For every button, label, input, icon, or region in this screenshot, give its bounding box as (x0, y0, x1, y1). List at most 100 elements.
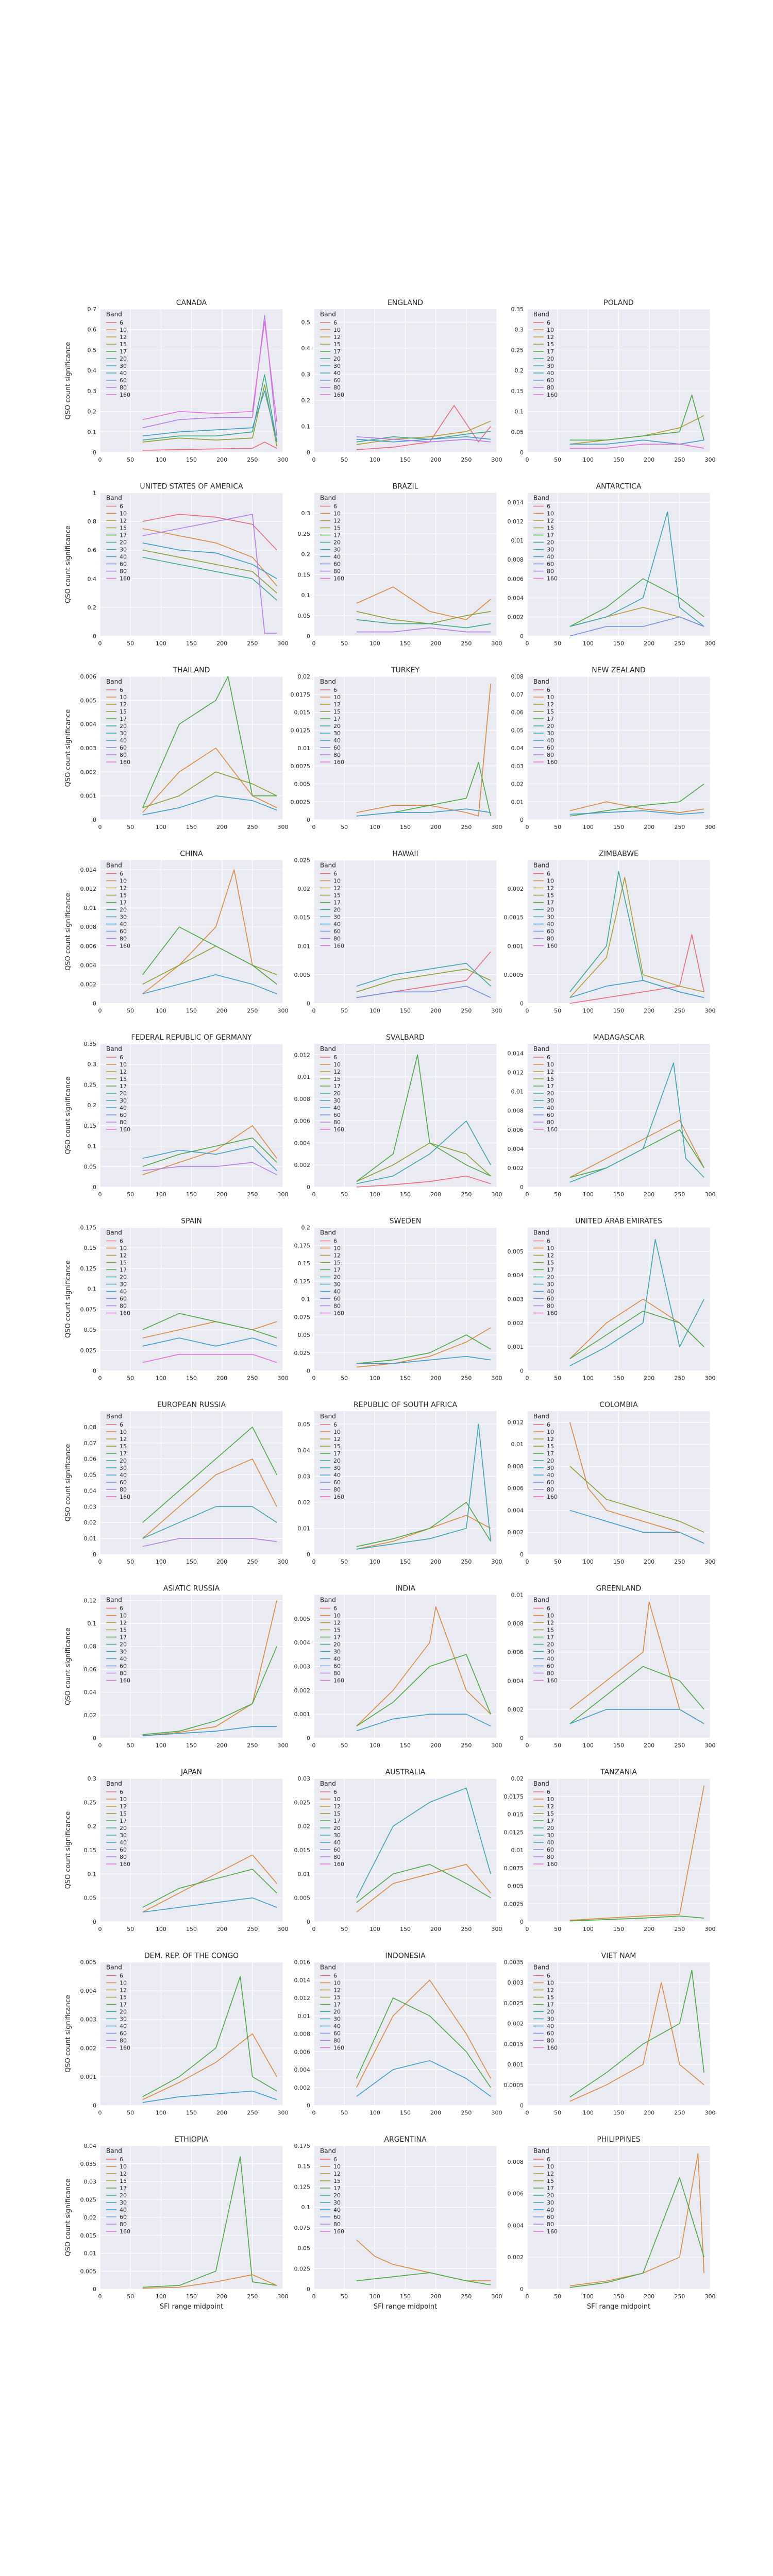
y-tick-label: 0.016 (294, 1959, 311, 1966)
panel-title: ANTARCTICA (596, 483, 642, 491)
y-tick-label: 0.7 (88, 306, 97, 313)
x-tick-label: 100 (583, 824, 594, 831)
legend-label: 6 (547, 687, 550, 693)
x-tick-label: 200 (216, 2110, 227, 2116)
x-tick-label: 250 (461, 2293, 472, 2300)
panel-title: CANADA (176, 299, 207, 307)
legend-label: 80 (120, 384, 127, 391)
x-tick-label: 300 (278, 1375, 289, 1382)
legend-label: 6 (333, 2156, 337, 2163)
y-tick-label: 0.025 (294, 857, 311, 864)
legend-label: 60 (547, 1479, 554, 1486)
legend-label: 40 (120, 370, 127, 377)
x-tick-label: 300 (492, 1375, 502, 1382)
x-tick-label: 300 (492, 1558, 502, 1565)
series-line-band-40 (142, 543, 277, 579)
series-line-band-6 (142, 442, 277, 451)
series-line-band-20 (142, 556, 277, 601)
legend-label: 20 (333, 1825, 341, 1832)
legend-label: 6 (120, 687, 123, 693)
x-tick-label: 300 (492, 1191, 502, 1198)
legend-label: 6 (547, 503, 550, 510)
legend-label: 30 (333, 914, 341, 921)
y-tick-label: 0.4 (88, 575, 97, 582)
legend-label: 10 (547, 694, 554, 701)
legend-label: 6 (333, 319, 337, 326)
y-axis-label: QSO count significance (64, 526, 72, 603)
legend-title: Band (106, 678, 122, 685)
legend-label: 160 (333, 1126, 344, 1133)
legend-label: 40 (547, 1472, 554, 1479)
x-tick-label: 100 (369, 1926, 380, 1933)
series-line-band-6 (569, 934, 704, 1004)
y-tick-label: 0.01 (298, 1525, 311, 1532)
panel-title: INDONESIA (385, 1952, 426, 1960)
y-tick-label: 0.25 (511, 347, 524, 353)
panel-title: TURKEY (391, 666, 420, 674)
legend-label: 6 (120, 1421, 123, 1428)
legend-label: 60 (333, 377, 341, 384)
y-tick-label: 0.06 (84, 1456, 97, 1463)
y-tick-label: 0.125 (294, 2183, 311, 2190)
legend-label: 40 (120, 1105, 127, 1111)
legend-label: 12 (120, 334, 127, 341)
x-tick-label: 50 (127, 2293, 134, 2300)
y-tick-label: 0.04 (298, 1447, 311, 1454)
x-tick-label: 200 (216, 1926, 227, 1933)
y-tick-label: 0 (307, 1184, 310, 1191)
legend-title: Band (533, 862, 549, 869)
legend-label: 15 (547, 2178, 554, 2184)
y-tick-label: 0 (93, 1184, 96, 1191)
y-tick-label: 0.0015 (504, 2041, 524, 2047)
legend-label: 80 (547, 1670, 554, 1677)
legend-label: 80 (120, 1486, 127, 1493)
x-tick-label: 50 (127, 2110, 134, 2116)
legend-label: 30 (333, 730, 341, 737)
series-line-band-10 (356, 586, 491, 620)
series-line-band-17 (569, 1970, 704, 2098)
y-axis-label: QSO count significance (64, 1995, 72, 2073)
x-tick-label: 0 (312, 2293, 316, 2300)
panel-title: CHINA (180, 850, 203, 858)
x-axis-label: SFI range midpoint (587, 2303, 650, 2311)
panel-title: FEDERAL REPUBLIC OF GERMANY (131, 1033, 252, 1042)
legend-label: 20 (547, 1641, 554, 1648)
legend-label: 10 (120, 694, 127, 701)
y-tick-label: 0.15 (84, 1847, 97, 1854)
legend-label: 15 (333, 1076, 341, 1082)
x-tick-label: 100 (369, 1375, 380, 1382)
series-line-band-6 (356, 1175, 491, 1188)
series-line-band-160 (569, 444, 704, 449)
y-tick-label: 0.003 (80, 2016, 97, 2023)
legend-label: 10 (547, 1245, 554, 1252)
x-tick-label: 50 (554, 1191, 561, 1198)
legend-label: 17 (547, 2185, 554, 2192)
x-tick-label: 200 (430, 1191, 441, 1198)
y-tick-label: 0.025 (294, 2265, 311, 2272)
legend-label: 60 (547, 377, 554, 384)
x-tick-label: 200 (430, 2293, 441, 2300)
panel-title: GREENLAND (596, 1585, 642, 1593)
legend-label: 6 (547, 1238, 550, 1245)
legend-label: 60 (333, 1663, 341, 1670)
x-tick-label: 50 (341, 640, 348, 647)
series-line-band-40 (142, 391, 277, 440)
legend-label: 6 (547, 2156, 550, 2163)
legend-label: 80 (547, 2038, 554, 2044)
legend-label: 80 (547, 1303, 554, 1310)
legend-label: 40 (547, 1656, 554, 1663)
x-tick-label: 300 (492, 640, 502, 647)
legend-label: 160 (120, 1310, 130, 1317)
legend-label: 40 (333, 921, 341, 928)
legend-label: 30 (547, 2016, 554, 2023)
series-line-band-40 (569, 810, 704, 815)
legend-label: 15 (333, 525, 341, 532)
series-line-band-10 (569, 1785, 704, 1921)
panel-title: ZIMBABWE (599, 850, 638, 858)
series-line-band-15 (142, 549, 277, 594)
x-tick-label: 100 (156, 456, 166, 463)
legend-label: 17 (547, 1450, 554, 1457)
x-tick-label: 250 (674, 1191, 685, 1198)
y-tick-label: 0.125 (80, 1265, 97, 1272)
legend-label: 30 (333, 1097, 341, 1104)
